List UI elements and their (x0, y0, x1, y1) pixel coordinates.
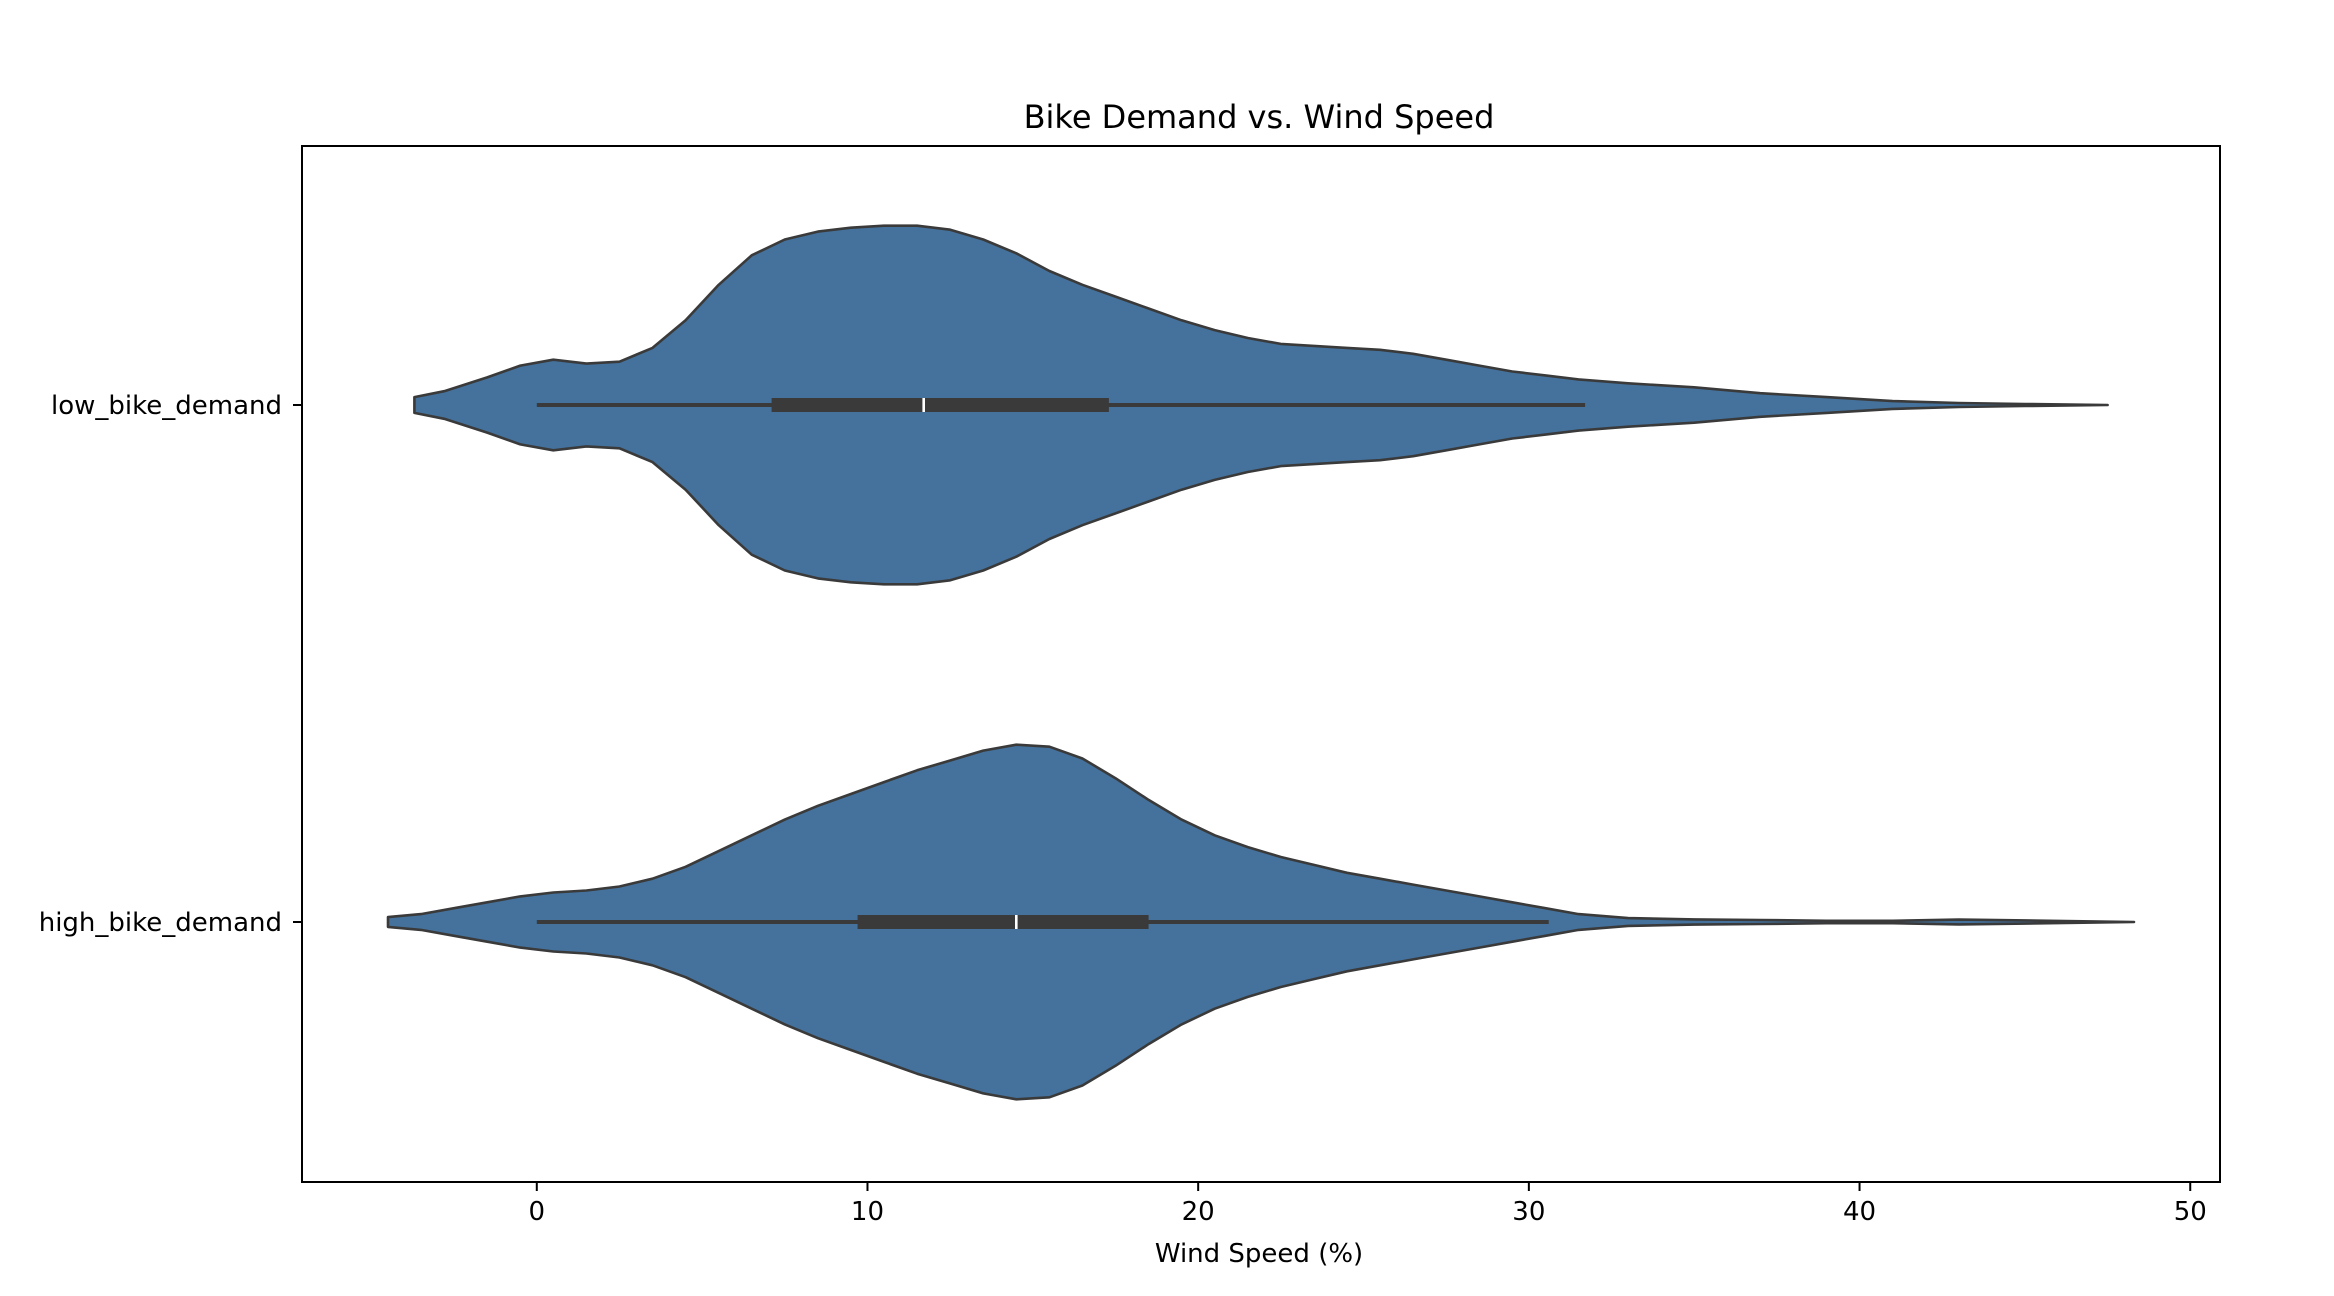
x-tick-label: 20 (1182, 1197, 1215, 1227)
x-tick-label: 50 (2174, 1197, 2207, 1227)
x-axis-label: Wind Speed (%) (1155, 1239, 1363, 1269)
chart-title: Bike Demand vs. Wind Speed (1024, 98, 1495, 136)
x-axis: 0 10 20 30 40 50 (529, 1182, 2207, 1227)
plot-frame (301, 145, 2221, 1183)
x-tick-label: 0 (529, 1197, 546, 1227)
violin-low_bike_demand (413, 224, 2109, 586)
box-iqr (857, 915, 1149, 929)
x-tick-label: 40 (1843, 1197, 1876, 1227)
x-tick-label: 30 (1512, 1197, 1545, 1227)
box-iqr (771, 398, 1109, 412)
y-axis: low_bike_demand high_bike_demand (39, 391, 302, 938)
violin-high_bike_demand (386, 743, 2136, 1101)
plot-area (386, 224, 2136, 1101)
y-tick-label: high_bike_demand (39, 908, 282, 938)
x-tick-label: 10 (851, 1197, 884, 1227)
y-tick-label: low_bike_demand (51, 391, 282, 421)
